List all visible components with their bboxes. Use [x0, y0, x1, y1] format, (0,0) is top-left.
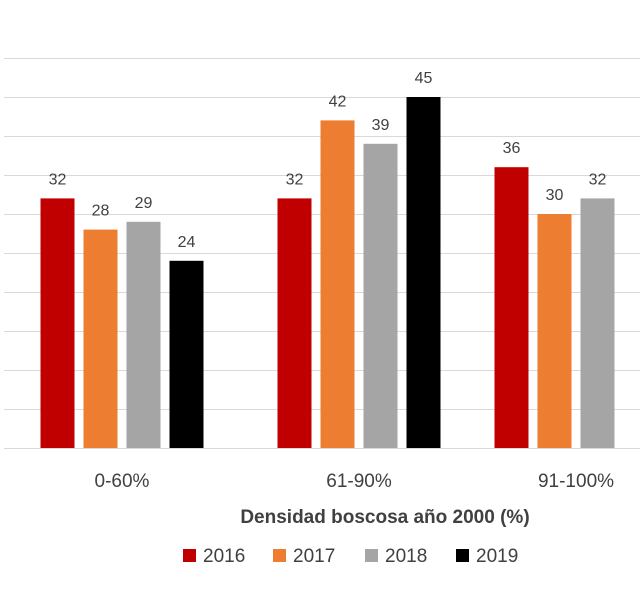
legend-label-2019: 2019	[476, 546, 518, 567]
legend-swatch-2018	[365, 549, 378, 562]
data-label-2019-61-90%: 45	[415, 70, 433, 87]
bar-2019-61-90%	[406, 97, 441, 448]
bar-2016-61-90%	[277, 198, 312, 448]
legend-label-2018: 2018	[385, 546, 427, 567]
bar-2017-0-60%	[83, 229, 118, 448]
data-label-2016-91-100%: 36	[503, 140, 521, 157]
legend-label-2016: 2016	[203, 546, 245, 567]
value-labels: 32 28 29 24 32 42 39 45 36 30 32	[49, 70, 607, 251]
bar-2017-61-90%	[320, 120, 355, 449]
bar-2018-61-90%	[363, 143, 398, 449]
data-label-2016-61-90%: 32	[286, 171, 304, 188]
legend-swatch-2017	[273, 549, 286, 562]
bar-2019-0-60%	[169, 260, 204, 448]
data-label-2017-61-90%: 42	[329, 93, 347, 110]
bar-2016-0-60%	[40, 198, 75, 448]
category-label: 0-60%	[95, 471, 150, 492]
category-label: 91-100%	[538, 471, 614, 492]
legend: 2016 2017 2018 2019	[183, 546, 518, 567]
bar-2017-91-100%	[537, 214, 572, 448]
bar-2018-0-60%	[126, 221, 161, 448]
data-label-2016-0-60%: 32	[49, 171, 67, 188]
data-label-2018-91-100%: 32	[589, 171, 607, 188]
bar-2016-91-100%	[494, 167, 529, 448]
legend-label-2017: 2017	[293, 546, 335, 567]
category-labels: 0-60% 61-90% 91-100%	[95, 471, 615, 492]
data-label-2017-91-100%: 30	[546, 187, 564, 204]
legend-swatch-2019	[456, 549, 469, 562]
data-label-2018-61-90%: 39	[372, 117, 390, 134]
x-axis-title: Densidad boscosa año 2000 (%)	[240, 507, 529, 528]
data-label-2018-0-60%: 29	[135, 195, 153, 212]
bar-2018-91-100%	[580, 198, 615, 448]
bars	[40, 97, 615, 449]
data-label-2019-0-60%: 24	[178, 234, 196, 251]
data-label-2017-0-60%: 28	[92, 203, 110, 220]
category-label: 61-90%	[326, 471, 392, 492]
legend-swatch-2016	[183, 549, 196, 562]
